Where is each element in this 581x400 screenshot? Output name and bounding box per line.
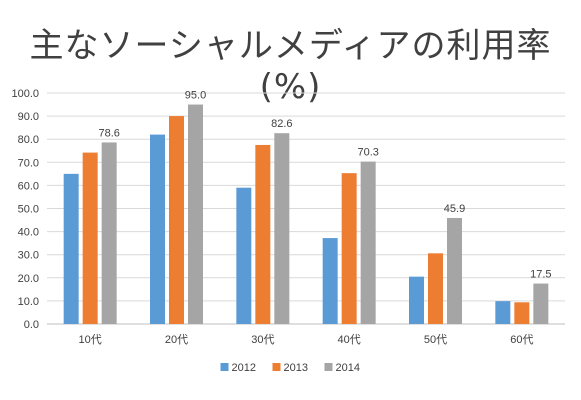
data-label: 95.0: [185, 90, 206, 102]
bar-2014-5: [533, 283, 549, 324]
bar-2014-2: [274, 133, 290, 324]
y-tick-label: 20.0: [18, 273, 39, 285]
legend: 2012 2013 2014: [220, 362, 360, 374]
y-tick-label: 0.0: [24, 319, 39, 331]
x-tick-label: 30代: [251, 333, 274, 346]
data-labels: 78.6 95.0 82.6 70.3 45.9 17.5: [98, 90, 551, 281]
y-tick-label: 80.0: [18, 134, 39, 146]
x-axis-ticks: 10代 20代 30代 40代 50代 60代: [79, 333, 534, 346]
x-tick-label: 50代: [424, 333, 447, 346]
bar-2014-3: [360, 161, 376, 324]
legend-label: 2012: [232, 362, 256, 374]
legend-label: 2014: [336, 362, 360, 374]
bar-2013-1: [169, 116, 184, 324]
bar-2012-2: [236, 187, 252, 324]
bar-2012-4: [409, 276, 424, 324]
data-label: 78.6: [98, 127, 119, 139]
legend-swatch: [272, 363, 281, 371]
gridlines: [47, 92, 565, 325]
bar-2014-1: [188, 104, 203, 324]
bar-2012-3: [322, 238, 338, 324]
legend-swatch: [324, 363, 333, 371]
bar-2014-0: [101, 142, 117, 324]
bar-2014-4: [447, 217, 462, 324]
bar-2013-0: [82, 152, 98, 324]
data-label: 45.9: [444, 203, 465, 215]
y-tick-label: 10.0: [18, 296, 39, 308]
data-label: 70.3: [357, 147, 378, 159]
bar-2013-5: [514, 302, 530, 324]
y-tick-label: 70.0: [18, 157, 39, 169]
data-label: 82.6: [271, 118, 292, 130]
y-tick-label: 50.0: [18, 204, 39, 216]
y-tick-label: 90.0: [18, 111, 39, 123]
x-tick-label: 10代: [79, 333, 102, 346]
bar-2012-0: [63, 173, 79, 324]
bar-2013-2: [255, 144, 271, 324]
y-tick-label: 60.0: [18, 180, 39, 192]
y-tick-label: 100.0: [11, 88, 39, 100]
data-label: 17.5: [530, 269, 551, 281]
bar-2012-5: [495, 301, 511, 324]
y-tick-label: 40.0: [18, 227, 39, 239]
legend-label: 2013: [284, 362, 308, 374]
chart-title: 主なソーシャルメディアの利用率(%): [29, 26, 552, 107]
x-tick-label: 20代: [165, 333, 188, 346]
bar-2013-3: [341, 173, 357, 324]
bar-2012-1: [150, 134, 165, 324]
x-tick-label: 60代: [510, 333, 533, 346]
legend-swatch: [220, 363, 229, 371]
bar-2013-4: [428, 253, 443, 324]
bars: [63, 104, 549, 324]
y-axis-ticks: 0.0 10.0 20.0 30.0 40.0 50.0 60.0 70.0 80.0 90.0 1…: [11, 88, 39, 331]
x-tick-label: 40代: [338, 333, 361, 346]
y-tick-label: 30.0: [18, 250, 39, 262]
